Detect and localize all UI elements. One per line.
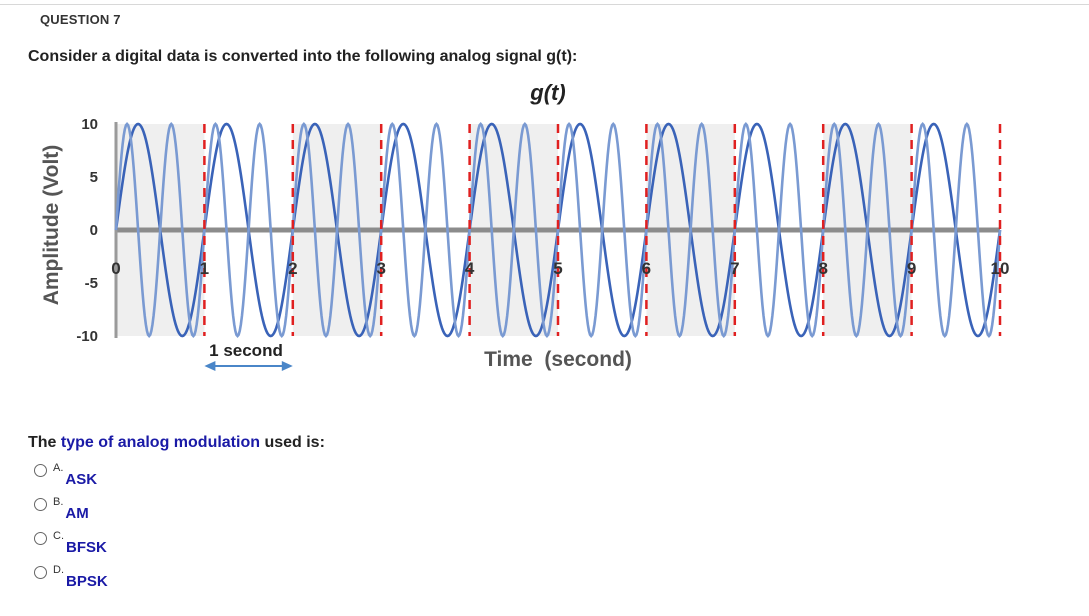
- x-tick-label: 7: [730, 259, 739, 278]
- option-a-letter: A.: [53, 462, 64, 474]
- option-a-text[interactable]: ASK: [65, 471, 98, 488]
- x-tick-label: 2: [288, 259, 297, 278]
- option-d-text[interactable]: BPSK: [66, 573, 108, 590]
- x-axis-label: Time (second): [484, 348, 632, 371]
- option-b-letter: B.: [53, 496, 64, 508]
- y-tick-label: 0: [90, 222, 98, 239]
- top-divider: [0, 4, 1089, 5]
- bit-duration-label: 1 second: [209, 341, 283, 360]
- option-c[interactable]: C. BFSK: [34, 530, 107, 556]
- x-tick-label: 6: [642, 259, 651, 278]
- radio-a[interactable]: [34, 464, 47, 477]
- x-tick-label: 1: [200, 259, 209, 278]
- x-tick-label: 8: [818, 259, 827, 278]
- option-b[interactable]: B. AM: [34, 496, 89, 522]
- stem-suffix: used is:: [260, 434, 325, 451]
- x-tick-label: 10: [991, 259, 1010, 278]
- question-number: QUESTION 7: [40, 12, 121, 27]
- wave-series-2: [114, 121, 1002, 339]
- duration-arrow-right-head: [281, 361, 293, 371]
- x-tick-label: 4: [465, 259, 475, 278]
- chart-title: g(t): [529, 80, 565, 105]
- y-tick-label: 10: [81, 116, 98, 133]
- radio-c[interactable]: [34, 532, 47, 545]
- question-prompt: Consider a digital data is converted int…: [28, 48, 578, 65]
- stem-prefix: The: [28, 434, 61, 451]
- y-tick-label: -10: [76, 328, 98, 345]
- option-d-letter: D.: [53, 564, 64, 576]
- x-tick-label: 0: [111, 259, 120, 278]
- y-axis-label: Amplitude (Volt): [40, 145, 63, 306]
- x-tick-label: 3: [376, 259, 385, 278]
- option-c-text[interactable]: BFSK: [66, 539, 107, 556]
- y-tick-label: 5: [90, 169, 98, 186]
- option-d[interactable]: D. BPSK: [34, 564, 108, 590]
- duration-arrow-left-head: [204, 361, 216, 371]
- radio-b[interactable]: [34, 498, 47, 511]
- signal-chart: 10 5 0 -5 -10 0 1 2 3 4 5 6 7 8 9 10 g(t) Amplitude (Vo…: [40, 80, 1010, 371]
- option-a[interactable]: A. ASK: [34, 462, 98, 488]
- question-stem: The type of analog modulation used is:: [28, 434, 325, 452]
- y-tick-label: -5: [85, 275, 98, 292]
- x-tick-label: 5: [553, 259, 562, 278]
- option-b-text[interactable]: AM: [65, 505, 89, 522]
- radio-d[interactable]: [34, 566, 47, 579]
- stem-highlight: type of analog modulation: [60, 434, 260, 451]
- x-tick-label: 9: [907, 259, 916, 278]
- option-c-letter: C.: [53, 530, 64, 542]
